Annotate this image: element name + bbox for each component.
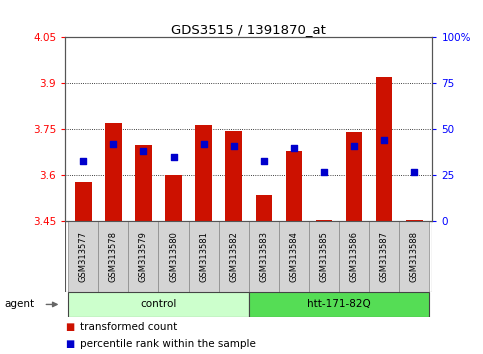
Bar: [279, 221, 309, 292]
Bar: [135, 144, 152, 221]
Text: GSM313578: GSM313578: [109, 231, 118, 282]
Point: [140, 148, 147, 154]
Text: ■: ■: [65, 339, 74, 349]
Bar: [226, 131, 242, 221]
Text: percentile rank within the sample: percentile rank within the sample: [80, 339, 256, 349]
Bar: [105, 123, 122, 221]
Bar: [68, 292, 249, 317]
Text: GSM313586: GSM313586: [350, 231, 358, 282]
Text: htt-171-82Q: htt-171-82Q: [307, 299, 371, 309]
Text: GSM313579: GSM313579: [139, 231, 148, 282]
Point: [110, 141, 117, 147]
Bar: [249, 221, 279, 292]
Point: [320, 169, 328, 175]
Text: GSM313587: GSM313587: [380, 231, 389, 282]
Bar: [158, 221, 188, 292]
Point: [79, 158, 87, 163]
Bar: [249, 292, 429, 317]
Title: GDS3515 / 1391870_at: GDS3515 / 1391870_at: [171, 23, 326, 36]
Text: GSM313583: GSM313583: [259, 231, 268, 282]
Bar: [369, 221, 399, 292]
Text: ■: ■: [65, 322, 74, 332]
Point: [411, 169, 418, 175]
Text: control: control: [140, 299, 177, 309]
Text: GSM313582: GSM313582: [229, 231, 238, 282]
Text: GSM313580: GSM313580: [169, 231, 178, 282]
Text: transformed count: transformed count: [80, 322, 177, 332]
Bar: [339, 221, 369, 292]
Bar: [309, 221, 339, 292]
Text: GSM313584: GSM313584: [289, 231, 298, 282]
Bar: [399, 221, 429, 292]
Bar: [316, 220, 332, 221]
Point: [170, 154, 177, 160]
Point: [350, 143, 358, 149]
Point: [260, 158, 268, 163]
Text: agent: agent: [5, 299, 35, 309]
Text: GSM313585: GSM313585: [319, 231, 328, 282]
Bar: [188, 221, 219, 292]
Point: [200, 141, 208, 147]
Bar: [346, 132, 362, 221]
Point: [380, 137, 388, 143]
Bar: [285, 151, 302, 221]
Bar: [376, 77, 392, 221]
Bar: [68, 221, 99, 292]
Bar: [195, 125, 212, 221]
Bar: [256, 195, 272, 221]
Bar: [165, 175, 182, 221]
Bar: [99, 221, 128, 292]
Text: GSM313577: GSM313577: [79, 231, 88, 282]
Point: [230, 143, 238, 149]
Bar: [75, 182, 92, 221]
Bar: [128, 221, 158, 292]
Bar: [406, 220, 423, 221]
Point: [290, 145, 298, 150]
Text: GSM313581: GSM313581: [199, 231, 208, 282]
Bar: [219, 221, 249, 292]
Text: GSM313588: GSM313588: [410, 231, 419, 282]
